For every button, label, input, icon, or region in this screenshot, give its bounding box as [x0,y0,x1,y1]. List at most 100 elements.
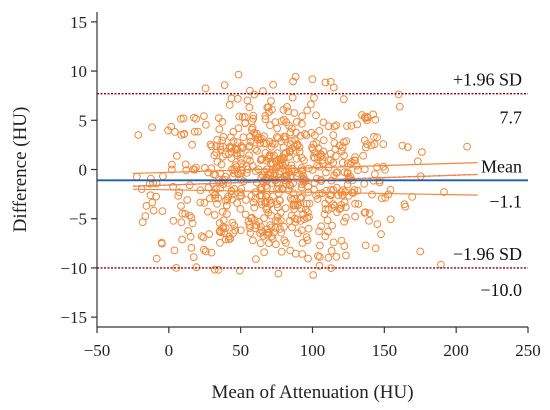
data-point [223,201,231,210]
data-point [236,154,245,163]
data-point [324,227,332,236]
data-point [230,165,239,174]
data-point [370,170,379,179]
data-point [218,136,227,145]
data-point [197,232,206,241]
data-point [190,127,199,136]
data-point [210,191,219,200]
data-point [253,129,261,138]
data-point [259,87,267,95]
data-point [225,101,234,109]
data-point [300,130,309,138]
data-point [370,132,378,141]
data-point [310,131,319,140]
data-point [361,241,370,250]
data-point [304,208,312,217]
data-point [298,112,307,121]
data-point [146,191,155,200]
data-point [261,115,270,124]
data-point [343,122,351,130]
data-point [289,201,298,210]
data-point [401,202,410,211]
data-point [285,148,294,157]
data-point [275,196,284,205]
data-point [199,233,208,242]
data-point [206,140,215,149]
data-point [321,78,330,87]
data-point [384,190,393,199]
data-point [354,166,362,175]
data-point [223,195,232,204]
data-point [219,152,227,161]
data-point [256,239,265,248]
data-point [152,254,161,263]
y-tick-label: −5 [69,210,87,229]
data-point [215,219,224,228]
data-point [338,158,347,167]
x-axis-title: Mean of Attenuation (HU) [211,382,413,403]
data-point [234,70,243,79]
data-point [200,199,209,207]
data-point [365,216,373,225]
lower-loa-label: −1.96 SD [453,244,522,264]
confidence-lower-line [132,188,478,196]
reference-lines [97,93,528,269]
data-point [340,198,349,207]
data-point [262,205,271,214]
y-axis-title: Difference (HU) [10,107,31,233]
data-point [249,114,258,123]
data-point [360,179,369,188]
data-point [260,214,268,223]
data-point [329,83,338,92]
data-point [413,157,422,166]
data-point [373,163,382,172]
data-point [320,210,329,219]
regression-line [132,173,478,187]
data-point [225,232,234,241]
data-point [233,199,242,207]
data-point [369,110,378,119]
data-points [132,70,472,279]
data-point [204,168,213,177]
data-point [241,210,250,219]
data-point [227,94,236,103]
data-point [353,120,362,129]
data-point [273,200,281,209]
data-point [329,238,338,247]
data-point [281,166,290,175]
data-point [228,165,237,174]
data-point [257,226,266,235]
data-point [354,200,363,208]
data-point [257,155,266,164]
data-point [331,145,340,153]
data-point [277,228,286,237]
data-point [260,248,269,257]
data-point [237,142,246,150]
data-point [416,247,425,256]
data-point [379,140,388,149]
data-point [172,264,181,272]
confidence-upper-line [132,162,478,175]
x-tick-label: 0 [165,341,174,360]
data-point [228,195,237,204]
data-point [219,216,228,225]
mean-value: −1.1 [489,191,522,211]
data-point [192,263,201,272]
data-point [285,216,294,225]
data-point [200,245,208,254]
data-point [327,191,336,200]
data-point [291,72,300,81]
data-point [250,90,259,99]
data-point [265,108,273,116]
data-point [373,220,382,229]
data-point [256,139,265,147]
data-point [254,133,262,142]
data-point [242,196,250,204]
x-tick-label: 100 [300,341,326,360]
data-point [276,225,284,233]
data-point [308,75,317,84]
data-point [259,228,267,236]
data-point [279,143,288,152]
data-point [214,114,223,122]
data-point [177,131,186,139]
